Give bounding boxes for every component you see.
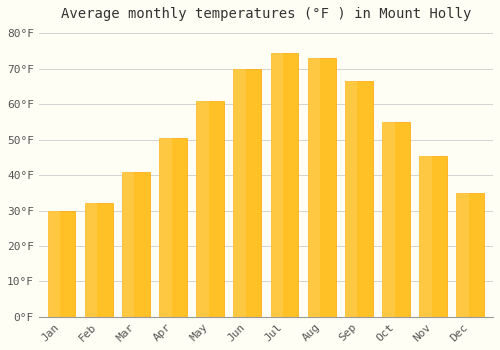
Bar [48,210,76,317]
Bar [234,69,262,317]
Title: Average monthly temperatures (°F ) in Mount Holly: Average monthly temperatures (°F ) in Mo… [60,7,471,21]
Bar [420,156,432,317]
Bar [345,81,358,317]
Bar [196,101,224,317]
Bar [308,58,320,317]
Bar [270,53,283,317]
Bar [196,101,209,317]
Bar [84,203,98,317]
Bar [345,81,373,317]
Bar [456,193,484,317]
Bar [234,69,246,317]
Bar [84,203,112,317]
Bar [159,138,172,317]
Bar [48,210,60,317]
Bar [159,138,187,317]
Bar [308,58,336,317]
Bar [122,172,134,317]
Bar [122,172,150,317]
Bar [420,156,447,317]
Bar [382,122,410,317]
Bar [382,122,394,317]
Bar [270,53,298,317]
Bar [456,193,469,317]
